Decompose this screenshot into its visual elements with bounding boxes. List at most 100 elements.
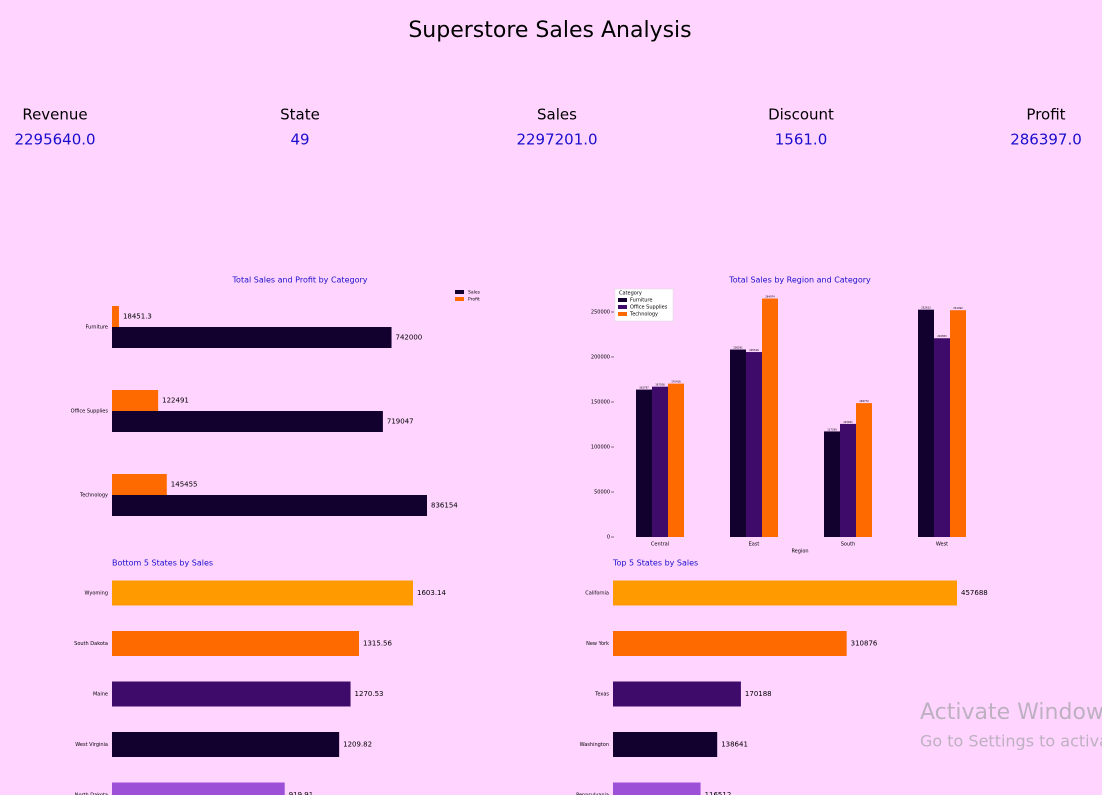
bar	[613, 631, 847, 656]
value-label: 116512	[705, 791, 732, 795]
chart-title: Total Sales by Region and Category	[728, 276, 871, 285]
y-tick-label: Pennsylvania	[576, 793, 609, 795]
y-tick-label: Furniture	[86, 325, 108, 331]
bar	[824, 431, 840, 537]
legend-label: Technology	[629, 312, 658, 318]
chart-title: Total Sales and Profit by Category	[232, 276, 368, 285]
y-tick-label: Washington	[580, 742, 609, 748]
bar	[840, 423, 856, 537]
kpi-label: Discount	[768, 106, 834, 124]
y-tick-label: Technology	[79, 493, 108, 499]
value-label: 919.91	[289, 791, 314, 795]
kpi-value: 2297201.0	[516, 131, 597, 149]
value-label: 719047	[387, 418, 414, 426]
value-label: 122491	[162, 397, 189, 405]
value-label: 167026	[655, 383, 665, 387]
kpi-label: State	[280, 106, 320, 124]
bar	[652, 386, 668, 537]
legend-label: Office Supplies	[630, 305, 668, 311]
bar	[613, 782, 701, 795]
value-label: 125651	[843, 420, 853, 424]
value-label: 145455	[171, 481, 198, 489]
value-label: 836154	[431, 502, 458, 510]
legend-swatch	[618, 305, 627, 309]
value-label: 170416	[671, 380, 681, 384]
value-label: 457688	[961, 589, 988, 597]
bar	[636, 389, 652, 537]
bar	[918, 309, 934, 537]
charts: Total Sales and Profit by Category Furnit…	[71, 276, 988, 795]
y-tick-label: West Virginia	[75, 742, 108, 748]
y-tick-label: 0	[607, 535, 610, 541]
y-tick-label: Wyoming	[85, 591, 108, 597]
value-label: 208291	[733, 346, 743, 350]
value-label: 1315.56	[363, 640, 392, 648]
watermark: Go to Settings to activate Windows.	[920, 732, 1102, 751]
x-tick-label: South	[841, 542, 856, 548]
y-tick-label: California	[585, 591, 609, 597]
watermark: Activate Windows	[920, 700, 1102, 725]
value-label: 251992	[953, 306, 963, 310]
kpi-value: 286397.0	[1010, 131, 1082, 149]
kpi-label: Sales	[537, 106, 577, 124]
value-label: 170188	[745, 690, 772, 698]
bar	[746, 352, 762, 537]
bar	[668, 383, 684, 537]
y-tick-label: 250000	[591, 310, 610, 316]
bar	[112, 732, 340, 757]
value-label: 148772	[859, 399, 869, 403]
y-tick-label: New York	[586, 641, 609, 647]
kpi-row: Revenue 2295640.0 State 49 Sales 2297201…	[14, 106, 1081, 149]
y-tick-label: Office Supplies	[71, 409, 109, 415]
y-tick-label: Maine	[93, 692, 108, 698]
bar	[762, 298, 778, 537]
y-tick-label: 100000	[591, 445, 610, 451]
y-tick-label: 50000	[594, 490, 610, 496]
bar	[613, 681, 741, 707]
x-tick-label: West	[936, 542, 948, 548]
value-label: 220853	[937, 334, 947, 338]
x-axis-label: Region	[791, 549, 808, 555]
kpi-label: Revenue	[22, 106, 87, 124]
chart-title: Top 5 States by Sales	[612, 559, 698, 568]
page-title: Superstore Sales Analysis	[408, 18, 691, 43]
value-label: 264974	[765, 295, 775, 299]
bar	[613, 732, 718, 757]
chart-title: Bottom 5 States by Sales	[112, 559, 213, 568]
legend-swatch	[618, 312, 627, 316]
value-label: 1603.14	[417, 589, 446, 597]
bar	[112, 495, 427, 516]
y-tick-label: 200000	[591, 355, 610, 361]
kpi-label: Profit	[1026, 106, 1065, 124]
kpi-value: 49	[290, 131, 309, 149]
legend-label: Furniture	[630, 298, 652, 304]
value-label: 310876	[851, 640, 878, 648]
legend-swatch	[455, 297, 464, 301]
value-label: 138641	[721, 741, 748, 749]
value-label: 117299	[827, 427, 837, 431]
y-tick-label: Texas	[594, 692, 609, 698]
value-label: 18451.3	[123, 313, 152, 321]
kpi-value: 1561.0	[775, 131, 828, 149]
value-label: 252613	[921, 306, 931, 310]
bar	[112, 390, 159, 411]
bar	[112, 681, 351, 707]
bar	[112, 411, 383, 432]
bar	[112, 782, 285, 795]
legend-title: Category	[619, 291, 642, 297]
bar	[112, 631, 360, 656]
bar	[613, 580, 957, 606]
bar	[112, 306, 119, 327]
x-tick-label: Central	[651, 542, 669, 548]
value-label: 163797	[639, 386, 649, 390]
value-label: 1270.53	[355, 690, 384, 698]
bar	[112, 580, 413, 606]
legend-swatch	[455, 290, 464, 294]
bar	[856, 403, 872, 537]
bar	[950, 310, 966, 537]
value-label: 1209.82	[343, 741, 372, 749]
y-tick-label: North Dakota	[75, 793, 108, 795]
bar	[730, 349, 746, 537]
legend-swatch	[618, 298, 627, 302]
